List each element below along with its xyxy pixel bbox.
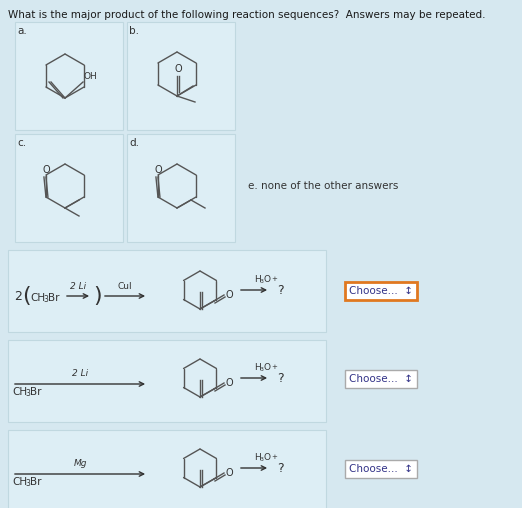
Text: b.: b. (129, 26, 139, 36)
Text: 2 Li: 2 Li (70, 282, 86, 291)
Text: Choose...  ↕: Choose... ↕ (349, 374, 413, 384)
Text: 3: 3 (260, 457, 264, 462)
Text: O: O (264, 453, 271, 462)
Text: e. none of the other answers: e. none of the other answers (248, 181, 398, 191)
Text: Choose...  ↕: Choose... ↕ (349, 464, 413, 474)
Text: O: O (226, 290, 234, 300)
Bar (127, 22, 235, 130)
Text: Choose...  ↕: Choose... ↕ (349, 286, 413, 296)
Bar (8, 250, 326, 332)
Text: c.: c. (17, 138, 26, 148)
Text: +: + (271, 276, 277, 282)
Text: 3: 3 (25, 390, 30, 398)
Text: OH: OH (84, 72, 98, 81)
Text: 2: 2 (14, 290, 22, 302)
Text: Br: Br (30, 477, 42, 487)
Text: CH: CH (30, 293, 45, 303)
Text: O: O (154, 165, 162, 175)
Text: ): ) (93, 286, 102, 306)
Text: H: H (254, 275, 261, 284)
Text: CH: CH (12, 477, 27, 487)
Bar (15, 134, 123, 242)
Bar (345, 460, 417, 478)
Text: (: ( (22, 286, 31, 306)
Text: O: O (226, 378, 234, 388)
Text: 3: 3 (260, 367, 264, 372)
Text: What is the major product of the following reaction sequences?  Answers may be r: What is the major product of the followi… (8, 10, 485, 20)
Text: O: O (174, 64, 182, 74)
Text: Br: Br (30, 387, 42, 397)
Text: O: O (264, 363, 271, 372)
Text: +: + (271, 454, 277, 460)
Text: H: H (254, 363, 261, 372)
Text: ?: ? (277, 283, 283, 297)
Bar (8, 340, 326, 422)
Text: CH: CH (12, 387, 27, 397)
Text: O: O (264, 275, 271, 284)
Bar (345, 370, 417, 388)
Bar (8, 430, 326, 508)
Text: +: + (271, 364, 277, 370)
Text: d.: d. (129, 138, 139, 148)
Bar (345, 282, 417, 300)
Text: Br: Br (48, 293, 60, 303)
Text: 2 Li: 2 Li (72, 369, 88, 378)
Text: O: O (226, 468, 234, 478)
Bar (127, 134, 235, 242)
Text: O: O (42, 165, 50, 175)
Text: ?: ? (277, 371, 283, 385)
Text: CuI: CuI (117, 282, 132, 291)
Text: 3: 3 (260, 279, 264, 284)
Text: Mg: Mg (73, 459, 87, 468)
Text: 3: 3 (25, 480, 30, 489)
Text: H: H (254, 453, 261, 462)
Text: 3: 3 (43, 296, 48, 304)
Bar (15, 22, 123, 130)
Text: ?: ? (277, 461, 283, 474)
Text: a.: a. (17, 26, 27, 36)
